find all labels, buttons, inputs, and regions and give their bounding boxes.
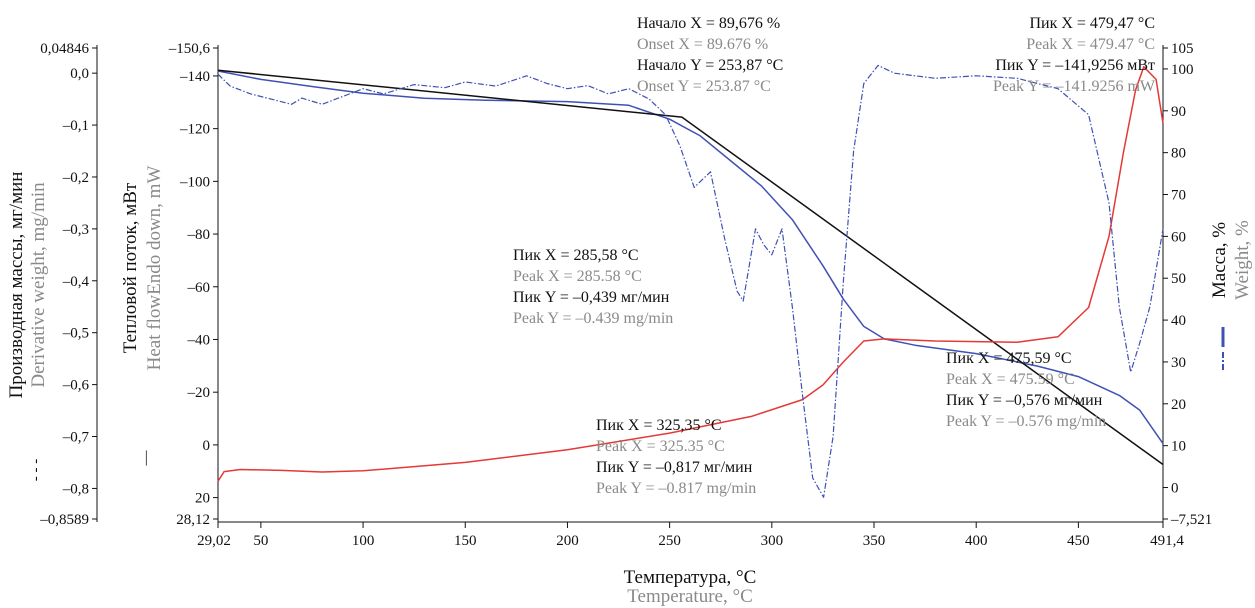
left-outer-tick-label: 0,04846 [40,41,89,57]
left-outer-tick-label: –0,3 [62,222,89,238]
annotation-en-line: Peak X = 475.59 °C [946,371,1075,388]
left-inner-tick-label: –80 [187,227,211,243]
left-inner-tick-label: 20 [195,491,210,507]
annotation-2: Пик X = 285,58 °С Peak X = 285.58 °C Пик Y… [513,247,673,327]
right-tick-label: –7,521 [1170,512,1212,528]
x-tick-label: 400 [965,533,988,549]
series-line-3 [217,64,1164,498]
x-tick-label: 100 [352,533,375,549]
x-tick-label: 200 [556,533,579,549]
x-tick-label: 50 [253,533,268,549]
annotation-ru-line: Пик X = 285,58 °С [513,247,639,264]
annotation-ru-line: Пик X = 325,35 °С [596,417,722,434]
annotation-0: Начало X = 89,676 % Onset X = 89.676 % Нач… [637,15,783,95]
left-outer-tick-label: –0,2 [62,170,89,186]
annotation-ru-line: Пик Y = –141,9256 мВт [995,57,1155,74]
series-line-2 [217,66,1164,482]
right-tick-label: 100 [1171,62,1194,78]
left-outer-axis-title-en: Derivative weight, mg/min [28,182,49,388]
x-axis-title-ru: Температура, °С [624,567,757,588]
right-tick-label: 105 [1171,41,1194,57]
left-inner-axis-title-ru: Тепловой поток, мВт [120,182,141,353]
annotation-en-line: Peak X = 325.35 °C [596,438,725,455]
left-inner-tick-label: –140 [179,69,210,85]
annotation-en-line: Peak X = 479.47 °C [1026,36,1155,53]
right-tick-label: 90 [1171,104,1186,120]
annotation-ru-line: Пик Y = –0,576 мг/мин [946,392,1103,409]
left-inner-tick-label: 28,12 [176,512,210,528]
annotation-ru-line: Начало Y = 253,87 °С [637,57,783,74]
annotation-ru-line: Пик Y = –0,817 мг/мин [596,459,753,476]
annotation-en-line: Peak Y = –141.9256 mW [993,78,1156,95]
x-min-label: 29,02 [197,533,231,549]
series-layer [217,64,1164,498]
annotation-en-line: Peak Y = –0.817 mg/min [596,480,756,497]
annotation-en-line: Peak Y = –0.576 mg/min [946,413,1106,430]
annotation-1: Пик X = 479,47 °С Peak X = 479.47 °C Пик Y… [993,15,1156,95]
right-axis-title-ru: Масса, % [1209,222,1230,298]
left-inner-series-symbol: — [138,450,154,467]
series-line-0 [217,70,1164,445]
annotation-ru-line: Пик X = 479,47 °С [1029,15,1155,32]
right-tick-label: 80 [1171,146,1186,162]
annotation-en-line: Onset X = 89.676 % [637,36,768,53]
left-inner-tick-label: –150,6 [168,41,211,57]
left-outer-tick-label: –0,4 [62,274,90,290]
right-tick-label: 70 [1171,188,1186,204]
axes-layer [92,45,1168,528]
right-tick-label: 20 [1171,397,1186,413]
left-inner-tick-label: –20 [187,385,211,401]
right-axis-title-en: Weight, % [1232,220,1253,300]
annotation-ru-line: Пик Y = –0,439 мг/мин [513,289,670,306]
x-tick-label: 450 [1067,533,1090,549]
left-outer-tick-label: –0,5 [62,326,89,342]
x-tick-label: 250 [658,533,681,549]
right-tick-label: 60 [1171,229,1186,245]
annotation-en-line: Onset Y = 253.87 °C [637,78,771,95]
right-tick-label: 30 [1171,355,1186,371]
annotation-3: Пик X = 325,35 °С Peak X = 325.35 °C Пик Y… [596,417,756,497]
left-outer-tick-label: –0,1 [62,118,89,134]
left-inner-tick-label: 0 [203,438,211,454]
left-outer-tick-label: –0,8 [62,481,89,497]
left-inner-tick-label: –120 [179,122,210,138]
left-inner-tick-label: –60 [187,280,211,296]
x-tick-label: 150 [454,533,477,549]
right-tick-label: 0 [1171,481,1179,497]
left-inner-tick-label: –100 [179,174,210,190]
x-axis-title-en: Temperature, °C [627,586,753,607]
right-tick-label: 40 [1171,313,1186,329]
left-outer-tick-label: –0,7 [62,430,90,446]
annotation-ru-line: Пик X = 475,59 °С [946,350,1072,367]
left-outer-tick-label: 0,0 [70,66,89,82]
left-outer-tick-label: –0,8589 [39,512,89,528]
right-tick-label: 10 [1171,439,1186,455]
left-outer-series-symbol: - - - [28,459,44,482]
left-inner-tick-label: –40 [187,332,211,348]
annotation-4: Пик X = 475,59 °С Peak X = 475.59 °C Пик Y… [946,350,1106,430]
left-outer-axis-title-ru: Производная массы, мг/мин [6,172,27,399]
series-line-1 [217,69,1164,466]
x-tick-label: 300 [761,533,784,549]
right-tick-label: 50 [1171,271,1186,287]
x-max-label: 491,4 [1150,533,1184,549]
annotation-en-line: Peak X = 285.58 °C [513,268,642,285]
x-tick-label: 350 [863,533,886,549]
annotation-en-line: Peak Y = –0.439 mg/min [513,310,673,327]
labels-layer: 0,04846 0,0 –0,1 –0,2 –0,3 –0,4 –0,5 –0,6 –0,7 –0… [6,15,1253,607]
annotation-ru-line: Начало X = 89,676 % [637,15,780,32]
left-inner-axis-title-en: Heat flowEndo down, mW [144,166,165,371]
left-outer-tick-label: –0,6 [62,378,90,394]
